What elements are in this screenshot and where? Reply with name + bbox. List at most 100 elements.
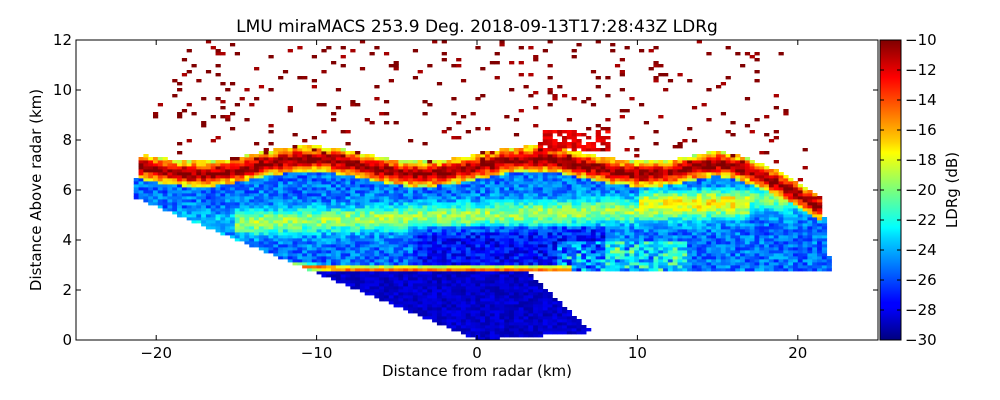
heatmap-cell bbox=[504, 244, 510, 248]
heatmap-cell bbox=[215, 97, 221, 101]
heatmap-cell bbox=[480, 304, 486, 308]
heatmap-cell bbox=[667, 196, 674, 200]
heatmap-cell bbox=[562, 190, 568, 194]
heatmap-cell bbox=[321, 250, 327, 254]
heatmap-cell bbox=[446, 271, 452, 275]
heatmap-cell bbox=[239, 202, 245, 206]
heatmap-cell bbox=[379, 247, 385, 251]
heatmap-cell bbox=[441, 178, 447, 182]
heatmap-cell bbox=[220, 106, 226, 110]
heatmap-cell bbox=[282, 172, 289, 176]
heatmap-cell bbox=[533, 184, 539, 188]
heatmap-cell bbox=[595, 190, 601, 194]
heatmap-cell bbox=[287, 106, 293, 110]
heatmap-cell bbox=[528, 223, 534, 227]
heatmap-cell bbox=[234, 235, 241, 239]
heatmap-cell bbox=[374, 172, 380, 176]
heatmap-cell bbox=[470, 295, 476, 299]
heatmap-cell bbox=[451, 166, 457, 170]
heatmap-cell bbox=[566, 184, 573, 188]
heatmap-cell bbox=[340, 223, 346, 227]
heatmap-cell bbox=[542, 313, 548, 317]
heatmap-cell bbox=[547, 256, 553, 260]
heatmap-cell bbox=[562, 208, 568, 212]
heatmap-cell bbox=[456, 283, 462, 287]
heatmap-cell bbox=[460, 256, 467, 260]
heatmap-cell bbox=[590, 268, 597, 272]
heatmap-cell bbox=[518, 289, 524, 293]
heatmap-cell bbox=[504, 115, 510, 119]
heatmap-cell bbox=[177, 175, 183, 179]
heatmap-cell bbox=[489, 187, 496, 191]
heatmap-cell bbox=[374, 205, 380, 209]
heatmap-cell bbox=[571, 211, 577, 215]
heatmap-cell bbox=[523, 313, 529, 317]
heatmap-cell bbox=[427, 310, 433, 314]
heatmap-cell bbox=[258, 190, 265, 194]
heatmap-cell bbox=[205, 160, 212, 164]
heatmap-cell bbox=[436, 313, 443, 317]
heatmap-cell bbox=[504, 208, 510, 212]
heatmap-cell bbox=[316, 196, 322, 200]
heatmap-cell bbox=[408, 139, 414, 143]
heatmap-cell bbox=[552, 235, 558, 239]
heatmap-cell bbox=[379, 250, 385, 254]
heatmap-cell bbox=[398, 244, 404, 248]
heatmap-cell bbox=[590, 208, 597, 212]
heatmap-cell bbox=[480, 301, 486, 305]
heatmap-cell bbox=[177, 190, 183, 194]
heatmap-cell bbox=[422, 223, 428, 227]
heatmap-cell bbox=[518, 166, 524, 170]
heatmap-cell bbox=[417, 70, 423, 74]
heatmap-cell bbox=[653, 235, 659, 239]
heatmap-cell bbox=[470, 256, 476, 260]
heatmap-cell bbox=[441, 238, 447, 242]
heatmap-cell bbox=[489, 193, 496, 197]
heatmap-cell bbox=[273, 184, 279, 188]
heatmap-cell bbox=[249, 190, 255, 194]
heatmap-cell bbox=[456, 301, 462, 305]
heatmap-cell bbox=[634, 268, 640, 272]
heatmap-cell bbox=[157, 103, 164, 107]
heatmap-cell bbox=[557, 265, 563, 269]
heatmap-cell bbox=[273, 169, 279, 173]
heatmap-cell bbox=[537, 196, 544, 200]
heatmap-cell bbox=[403, 211, 409, 215]
heatmap-cell bbox=[446, 199, 452, 203]
heatmap-cell bbox=[355, 277, 361, 281]
heatmap-cell bbox=[605, 118, 611, 122]
heatmap-cell bbox=[359, 253, 366, 257]
heatmap-cell bbox=[663, 211, 669, 215]
heatmap-cell bbox=[576, 190, 582, 194]
heatmap-cell bbox=[653, 76, 659, 80]
heatmap-cell bbox=[172, 202, 178, 206]
heatmap-cell bbox=[537, 223, 544, 227]
heatmap-cell bbox=[297, 166, 303, 170]
heatmap-cell bbox=[408, 214, 414, 218]
heatmap-cell bbox=[408, 211, 414, 215]
heatmap-cell bbox=[287, 211, 293, 215]
heatmap-cell bbox=[374, 187, 380, 191]
heatmap-cell bbox=[345, 274, 351, 278]
heatmap-cell bbox=[542, 163, 548, 167]
heatmap-cell bbox=[619, 205, 625, 209]
heatmap-cell bbox=[287, 154, 293, 158]
heatmap-cell bbox=[533, 55, 539, 59]
heatmap-cell bbox=[412, 214, 419, 218]
heatmap-cell bbox=[446, 307, 452, 311]
heatmap-cell bbox=[629, 97, 635, 101]
heatmap-cell bbox=[258, 229, 265, 233]
heatmap-cell bbox=[398, 214, 404, 218]
heatmap-cell bbox=[297, 232, 303, 236]
heatmap-cell bbox=[258, 178, 265, 182]
heatmap-cell bbox=[263, 214, 269, 218]
heatmap-cell bbox=[398, 280, 404, 284]
heatmap-cell bbox=[523, 304, 529, 308]
heatmap-cell bbox=[422, 301, 428, 305]
heatmap-cell bbox=[350, 241, 356, 245]
heatmap-cell bbox=[663, 202, 669, 206]
heatmap-cell bbox=[465, 304, 471, 308]
heatmap-cell bbox=[499, 331, 505, 335]
heatmap-cell bbox=[234, 202, 241, 206]
heatmap-cell bbox=[571, 325, 577, 329]
